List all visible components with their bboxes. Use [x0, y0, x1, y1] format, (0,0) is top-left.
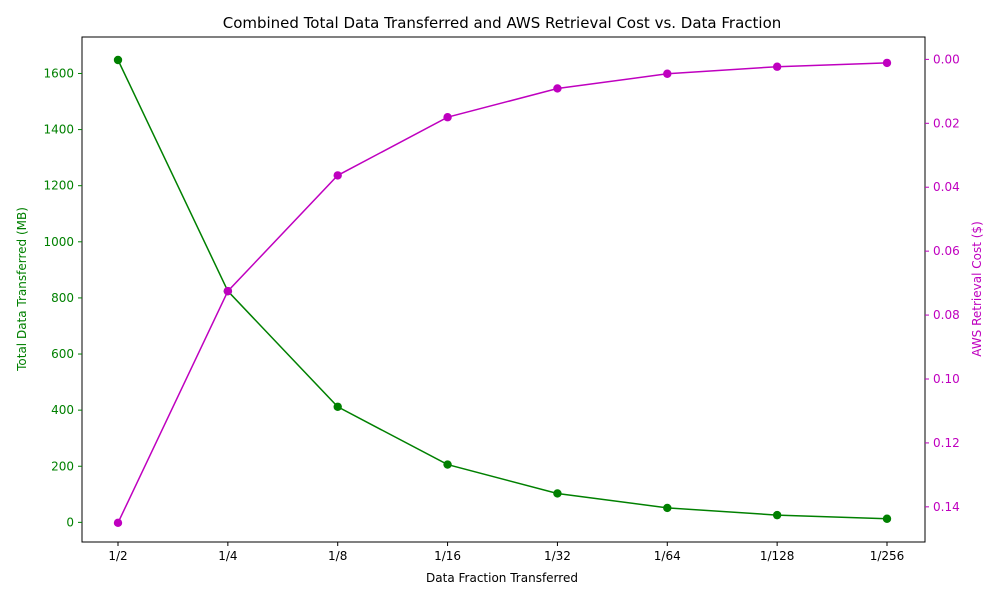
plot-border — [81, 36, 926, 543]
series-left-line — [117, 59, 888, 520]
x-tick-label: 1/2 — [108, 549, 127, 563]
series-right-point — [113, 518, 123, 528]
right-y-tick-label: 0.08 — [933, 308, 960, 322]
series-left-point — [113, 55, 123, 65]
right-y-tick-label: 0.04 — [933, 180, 960, 194]
series-right-point — [333, 171, 342, 180]
left-y-tick-label: 600 — [51, 347, 74, 361]
left-y-tick-label: 1600 — [43, 66, 74, 80]
left-y-axis-ticks: 0 200 400 600 800 1000 1200 1400 1600 — [43, 66, 82, 529]
series-left-point — [882, 514, 892, 523]
x-tick-label: 1/256 — [870, 549, 905, 563]
left-y-tick-label: 1200 — [43, 179, 74, 193]
x-axis-ticks: 1/2 1/4 1/8 1/16 1/32 1/64 1/128 1/256 — [108, 542, 904, 563]
x-tick-label: 1/32 — [544, 549, 571, 563]
right-y-tick-label: 0.12 — [933, 436, 960, 450]
x-tick-label: 1/128 — [760, 549, 795, 563]
left-y-tick-label: 0 — [66, 515, 74, 529]
left-y-tick-label: 1000 — [43, 235, 74, 249]
x-tick-label: 1/4 — [218, 549, 237, 563]
series-right-point — [223, 286, 233, 296]
left-y-axis-label: Total Data Transferred (MB) — [15, 207, 29, 372]
right-y-tick-label: 0.02 — [933, 116, 960, 130]
series-left-point — [663, 503, 672, 513]
series-right-point — [772, 62, 782, 71]
series-right-point — [443, 113, 452, 122]
right-y-tick-label: 0.10 — [933, 372, 960, 386]
left-y-tick-label: 1400 — [43, 123, 74, 137]
series-right-line — [117, 62, 888, 524]
series-layer — [113, 55, 892, 528]
left-y-tick-label: 400 — [51, 403, 74, 417]
right-y-tick-label: 0.00 — [933, 52, 960, 66]
series-left-point — [443, 460, 452, 469]
plot-frame — [81, 36, 926, 543]
x-tick-label: 1/64 — [654, 549, 681, 563]
x-axis-label: Data Fraction Transferred — [426, 571, 578, 585]
series-right-point — [663, 69, 672, 78]
x-tick-label: 1/8 — [328, 549, 347, 563]
series-left-point — [553, 489, 562, 498]
right-y-axis-label: AWS Retrieval Cost ($) — [970, 221, 984, 356]
series-left-point — [333, 402, 342, 411]
left-y-tick-label: 800 — [51, 291, 74, 305]
right-y-axis-ticks: 0.00 0.02 0.04 0.06 0.08 0.10 0.12 0.14 — [925, 52, 960, 514]
right-y-tick-label: 0.06 — [933, 244, 960, 258]
chart-title: Combined Total Data Transferred and AWS … — [223, 14, 782, 32]
x-tick-label: 1/16 — [434, 549, 461, 563]
right-y-tick-label: 0.14 — [933, 500, 960, 514]
left-y-tick-label: 200 — [51, 459, 74, 473]
series-left-point — [772, 510, 782, 520]
series-right-point — [882, 58, 892, 68]
series-right-point — [553, 84, 562, 93]
